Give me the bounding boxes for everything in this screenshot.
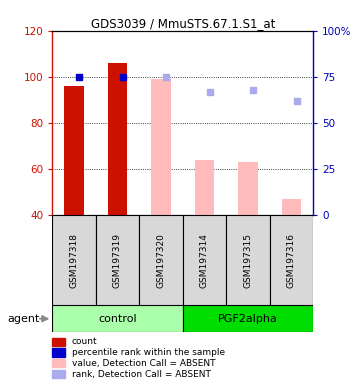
Bar xyxy=(183,305,313,332)
Bar xyxy=(226,215,270,305)
Text: GSM197314: GSM197314 xyxy=(200,233,209,288)
Text: GSM197320: GSM197320 xyxy=(157,233,166,288)
Bar xyxy=(96,215,139,305)
Text: GSM197319: GSM197319 xyxy=(113,233,122,288)
Bar xyxy=(282,199,301,215)
Text: rank, Detection Call = ABSENT: rank, Detection Call = ABSENT xyxy=(72,369,211,379)
Text: percentile rank within the sample: percentile rank within the sample xyxy=(72,348,225,357)
Bar xyxy=(52,215,96,305)
Bar xyxy=(270,215,313,305)
Text: GSM197316: GSM197316 xyxy=(287,233,296,288)
Text: value, Detection Call = ABSENT: value, Detection Call = ABSENT xyxy=(72,359,216,368)
Bar xyxy=(139,215,183,305)
Text: agent: agent xyxy=(7,314,40,324)
Bar xyxy=(108,63,127,215)
Text: GSM197315: GSM197315 xyxy=(243,233,252,288)
Text: GSM197318: GSM197318 xyxy=(69,233,78,288)
Text: PGF2alpha: PGF2alpha xyxy=(218,314,278,324)
Text: control: control xyxy=(98,314,137,324)
Bar xyxy=(64,86,84,215)
Title: GDS3039 / MmuSTS.67.1.S1_at: GDS3039 / MmuSTS.67.1.S1_at xyxy=(90,17,275,30)
Text: count: count xyxy=(72,337,98,346)
Bar xyxy=(238,162,258,215)
Bar xyxy=(183,215,226,305)
Bar xyxy=(195,160,214,215)
Bar xyxy=(151,79,171,215)
Bar xyxy=(52,305,183,332)
